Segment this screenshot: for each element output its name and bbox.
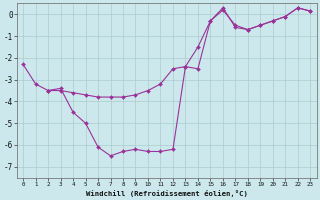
X-axis label: Windchill (Refroidissement éolien,°C): Windchill (Refroidissement éolien,°C) <box>86 190 248 197</box>
